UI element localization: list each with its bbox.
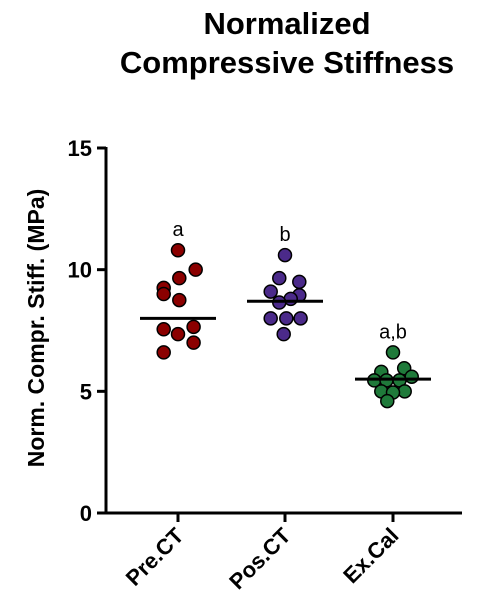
chart-title-line-2: Compressive Stiffness xyxy=(119,45,455,80)
y-tick-label: 10 xyxy=(68,258,92,283)
chart-title-line-1: Normalized xyxy=(203,6,371,41)
data-point xyxy=(186,319,201,335)
data-point xyxy=(188,262,203,277)
data-point xyxy=(404,369,419,384)
chart-marks: a b a,b xyxy=(140,219,431,409)
data-point xyxy=(172,270,187,286)
significance-label: a xyxy=(172,219,184,241)
data-point xyxy=(380,393,395,409)
data-point xyxy=(263,311,278,326)
data-point xyxy=(292,274,307,290)
data-point xyxy=(397,384,412,399)
y-axis-title: Norm. Compr. Stiff. (MPa) xyxy=(23,189,49,468)
data-point xyxy=(279,311,294,326)
data-point xyxy=(156,322,171,337)
data-point xyxy=(385,345,401,360)
y-tick-label: 5 xyxy=(80,379,92,404)
data-point xyxy=(272,270,287,286)
x-tick-label: Pos.CT xyxy=(224,522,296,594)
chart-title: Normalized Compressive Stiffness xyxy=(0,4,477,82)
y-tick-label: 15 xyxy=(68,136,92,161)
data-point xyxy=(172,292,187,308)
data-point xyxy=(276,326,291,342)
data-point xyxy=(156,286,171,302)
x-tick-label: Ex.Cal xyxy=(338,523,403,588)
y-tick-label: 0 xyxy=(80,501,92,526)
significance-label: a,b xyxy=(379,321,407,343)
data-point xyxy=(277,247,293,263)
significance-label: b xyxy=(279,224,290,246)
x-tick-label: Pre.CT xyxy=(121,522,189,590)
data-point xyxy=(186,335,201,350)
data-point xyxy=(263,284,278,299)
data-point xyxy=(170,326,186,342)
data-point xyxy=(293,311,308,326)
data-point xyxy=(156,345,171,360)
data-point xyxy=(170,242,186,258)
